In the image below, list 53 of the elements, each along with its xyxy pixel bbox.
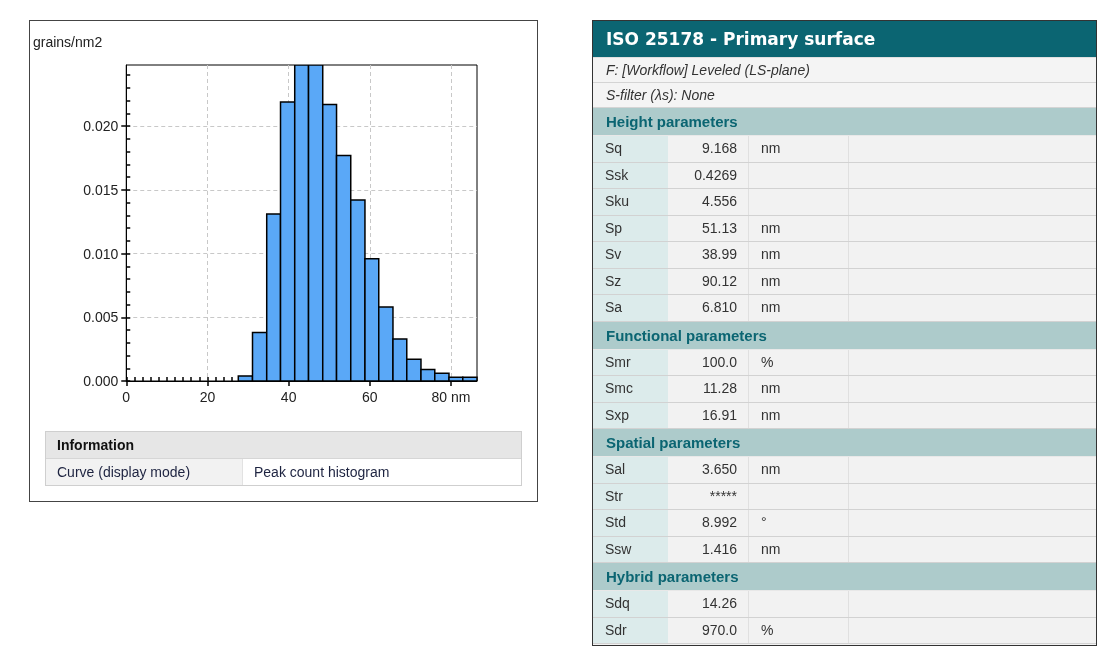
text: 6.810 nm: [701, 299, 781, 315]
text: 100.0 %: [701, 353, 774, 370]
x-tick-label: 20: [199, 389, 216, 405]
text: 1.416 nm: [701, 540, 781, 557]
text: 51.13 nm: [701, 219, 781, 236]
y-tick-label: 0.015: [83, 181, 119, 198]
text: 11.28 nm: [703, 380, 781, 396]
text: 14.26: [701, 595, 737, 611]
x-tick-label: 80 nm: [431, 389, 471, 405]
category-label: Str: [593, 483, 668, 509]
x-tick-label: 0: [122, 389, 131, 405]
text: 16.91 nm: [701, 406, 781, 423]
y-tick-label: 0.000: [83, 373, 119, 389]
text: 8.992 °: [701, 514, 767, 530]
text: 4.556: [701, 193, 737, 209]
category-label: Sdq: [593, 591, 668, 617]
text: 3.650 nm: [701, 461, 781, 477]
category-label: Spatial parameters: [593, 429, 1096, 457]
y-tick-label: 0.020: [83, 118, 119, 135]
category-label: Hybrid parameters: [593, 563, 1096, 591]
category-label: Height parameters: [593, 108, 1096, 136]
category-label: Functional parameters: [593, 321, 1096, 350]
category-label: Sdr: [593, 617, 668, 643]
y-tick-label: 0.005: [83, 309, 119, 326]
category-label: Sq: [593, 136, 668, 162]
y-axis-title: grains/nm2: [32, 34, 103, 50]
y-tick-label: 0.010: [83, 245, 119, 262]
text: Information: [46, 432, 521, 459]
text: 38.99 nm: [701, 246, 781, 262]
category-label: Sxp: [593, 402, 668, 428]
category-label: Sa: [593, 295, 668, 321]
text: Curve (display mode): [46, 459, 243, 485]
category-label: Sal: [593, 457, 668, 483]
category-label: Ssw: [593, 536, 668, 562]
text: *****: [709, 487, 737, 504]
category-label: Sp: [593, 215, 668, 241]
text: F: [Workflow] Leveled (LS-plane): [593, 58, 1096, 83]
text: ISO 25178 - Primary surface: [593, 21, 1096, 58]
category-label: Smr: [593, 349, 668, 375]
text: 0.4269: [694, 166, 737, 183]
category-label: Sz: [593, 268, 668, 294]
x-tick-label: 40: [280, 389, 297, 405]
category-label: Smc: [593, 376, 668, 402]
category-label: Sku: [593, 189, 668, 215]
category-label: Std: [593, 510, 668, 536]
text: S-filter (λs): None: [593, 83, 1096, 108]
text: 90.12 nm: [701, 272, 781, 289]
x-tick-label: 60: [362, 389, 378, 405]
category-label: Sv: [593, 242, 668, 268]
category-label: Ssk: [593, 162, 668, 188]
text: 9.168 nm: [701, 140, 781, 156]
text: 970.0 %: [701, 621, 774, 638]
text: Peak count histogram: [243, 459, 521, 485]
